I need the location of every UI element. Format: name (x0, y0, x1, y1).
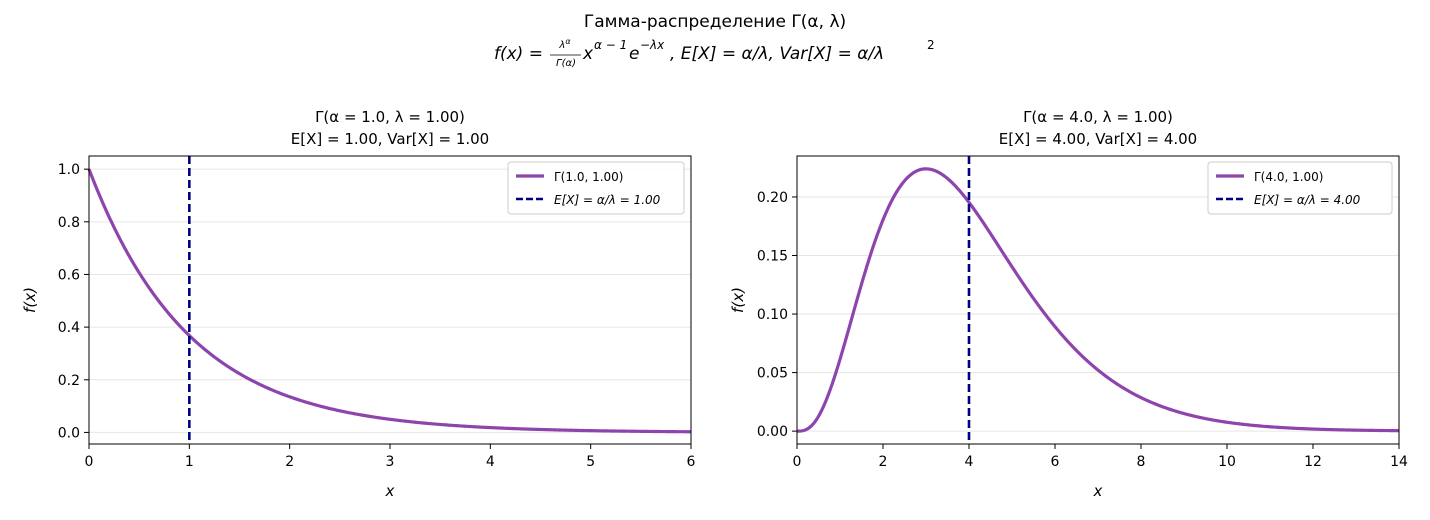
x-tick-label: 3 (386, 454, 395, 470)
legend: Γ(4.0, 1.00) E[X] = α/λ = 4.00 (1207, 161, 1393, 215)
x-tick-label: 8 (1137, 454, 1146, 470)
suptitle-f-of-x: f(x) = (494, 44, 543, 64)
x-tick-label: 4 (965, 454, 974, 470)
x-tick-label: 0 (793, 454, 802, 470)
y-tick-label: 0.4 (58, 320, 80, 336)
plot-frame (796, 155, 1400, 445)
suptitle-frac-num: λα (558, 37, 571, 51)
y-tick-label: 0.00 (757, 424, 788, 440)
y-tick-label: 1.0 (58, 162, 80, 178)
chart-title-line1: Γ(α = 4.0, λ = 1.00) (1023, 108, 1173, 126)
x-axis-label: x (385, 482, 395, 500)
x-tick-label: 12 (1304, 454, 1322, 470)
chart-alpha-1: Γ(α = 1.0, λ = 1.00) E[X] = 1.00, Var[X] … (21, 108, 696, 500)
suptitle-frac-den: Γ(α) (556, 58, 576, 69)
x-tick-label: 2 (285, 454, 294, 470)
suptitle-e: e (629, 44, 639, 64)
y-axis-label: f(x) (729, 287, 747, 313)
legend: Γ(1.0, 1.00) E[X] = α/λ = 1.00 (507, 161, 685, 215)
suptitle-lambda-exponent: 2 (927, 38, 935, 52)
y-tick-label: 0.8 (58, 215, 80, 231)
x-tick-label: 0 (85, 454, 94, 470)
legend-box (507, 161, 685, 215)
y-tick-label: 0.20 (757, 190, 788, 206)
suptitle-moments: , E[X] = α/λ, Var[X] = α/λ (670, 44, 884, 64)
chart-title-line2: E[X] = 4.00, Var[X] = 4.00 (999, 130, 1197, 148)
x-tick-label: 14 (1390, 454, 1408, 470)
suptitle-x-exponent: α − 1 (594, 38, 627, 52)
chart-title-line2: E[X] = 1.00, Var[X] = 1.00 (291, 130, 489, 148)
x-tick-label: 10 (1218, 454, 1236, 470)
legend-label-mean: E[X] = α/λ = 1.00 (554, 193, 661, 207)
x-tick-label: 5 (586, 454, 595, 470)
legend-label-curve: Γ(1.0, 1.00) (554, 170, 623, 184)
y-tick-label: 0.0 (58, 425, 80, 441)
x-tick-label: 4 (486, 454, 495, 470)
suptitle-line2: f(x) = λα Γ(α) x α − 1 e −λx , E[X] = α/… (494, 37, 935, 69)
suptitle-x: x (582, 44, 594, 64)
suptitle-e-exponent: −λx (640, 38, 665, 52)
y-tick-label: 0.6 (58, 267, 80, 283)
x-tick-label: 1 (185, 454, 194, 470)
y-tick-label: 0.05 (757, 366, 788, 382)
legend-label-mean: E[X] = α/λ = 4.00 (1254, 193, 1361, 207)
x-axis-label: x (1093, 482, 1103, 500)
x-tick-label: 6 (1051, 454, 1060, 470)
density-curve (796, 167, 1400, 433)
legend-label-curve: Γ(4.0, 1.00) (1254, 170, 1323, 184)
suptitle-line1: Гамма-распределение Γ(α, λ) (584, 12, 846, 32)
x-tick-label: 2 (879, 454, 888, 470)
y-tick-label: 0.10 (757, 307, 788, 323)
x-tick-label: 6 (687, 454, 696, 470)
legend-box (1207, 161, 1393, 215)
chart-title-line1: Γ(α = 1.0, λ = 1.00) (315, 108, 465, 126)
y-axis-label: f(x) (21, 287, 39, 313)
y-tick-label: 0.15 (757, 249, 788, 265)
density-curve (87, 168, 692, 434)
y-tick-label: 0.2 (58, 373, 80, 389)
chart-alpha-4: Γ(α = 4.0, λ = 1.00) E[X] = 4.00, Var[X] … (729, 108, 1408, 500)
